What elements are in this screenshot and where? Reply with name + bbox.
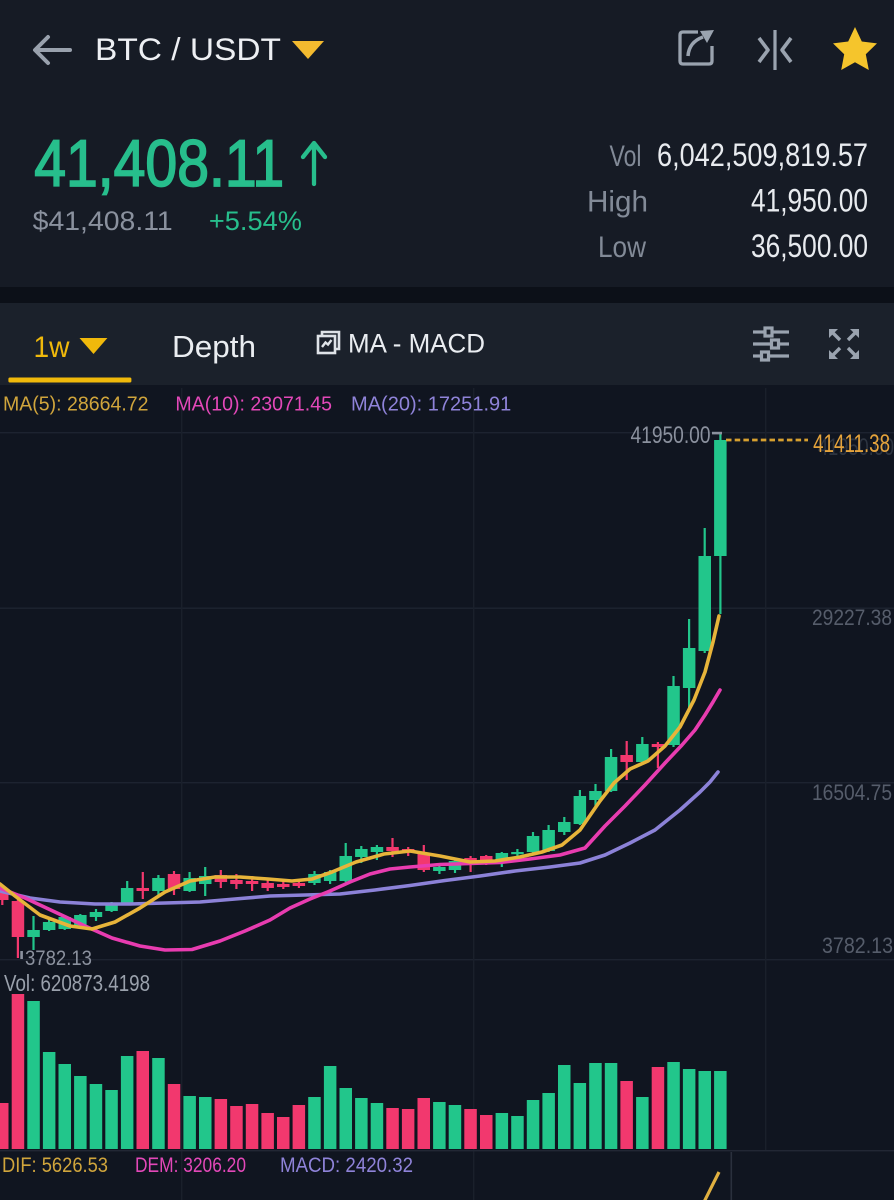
svg-text:MA(5): 28664.72: MA(5): 28664.72	[3, 393, 149, 416]
svg-text:29227.38: 29227.38	[812, 605, 892, 630]
svg-text:1w: 1w	[34, 331, 70, 364]
svg-text:6,042,509,819.57: 6,042,509,819.57	[657, 137, 868, 173]
svg-text:MACD: 2420.32: MACD: 2420.32	[280, 1154, 413, 1177]
svg-text:Vol: Vol	[610, 140, 642, 173]
svg-text:Low: Low	[598, 231, 646, 264]
svg-text:Depth: Depth	[172, 329, 256, 364]
svg-text:High: High	[587, 186, 648, 219]
svg-text:DIF: 5626.53: DIF: 5626.53	[2, 1154, 108, 1177]
svg-text:41,950.00: 41,950.00	[751, 183, 868, 219]
svg-text:MA(20): 17251.91: MA(20): 17251.91	[351, 393, 511, 416]
svg-text:16504.75: 16504.75	[812, 780, 892, 805]
svg-text:36,500.00: 36,500.00	[751, 228, 868, 264]
svg-text:3782.13: 3782.13	[25, 947, 92, 970]
svg-text:41,408.11: 41,408.11	[34, 126, 284, 200]
svg-text:MA(10): 23071.45: MA(10): 23071.45	[175, 393, 332, 416]
svg-text:41950.00: 41950.00	[818, 434, 894, 461]
svg-text:41950.00: 41950.00	[631, 422, 711, 449]
svg-text:41411.38: 41411.38	[813, 430, 890, 458]
svg-text:$41,408.11: $41,408.11	[33, 206, 173, 236]
svg-text:DEM: 3206.20: DEM: 3206.20	[135, 1154, 246, 1177]
svg-text:+5.54%: +5.54%	[209, 206, 302, 236]
svg-text:Vol: 620873.4198: Vol: 620873.4198	[4, 970, 150, 996]
svg-text:3782.13: 3782.13	[822, 933, 893, 958]
svg-text:BTC / USDT: BTC / USDT	[95, 31, 281, 67]
svg-text:MA - MACD: MA - MACD	[348, 329, 485, 359]
